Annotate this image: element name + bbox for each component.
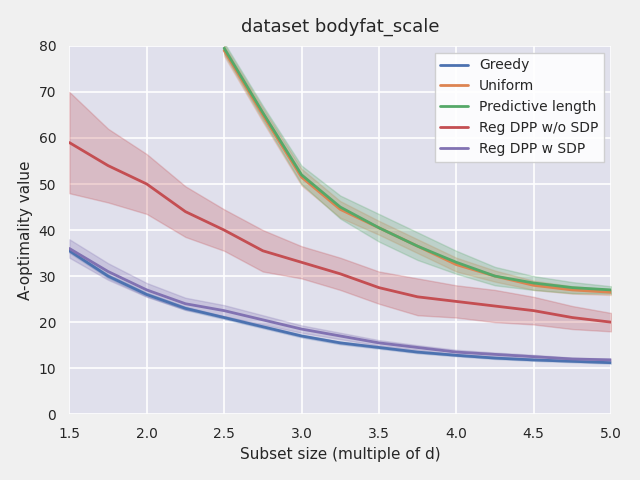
Line: Predictive length: Predictive length [224, 48, 611, 290]
Predictive length [375, 225, 383, 231]
Greedy [182, 305, 189, 311]
Reg DPP w SDP [298, 326, 305, 332]
Greedy [143, 292, 150, 298]
Greedy [568, 359, 576, 364]
Reg DPP w/o SDP [491, 303, 499, 309]
Uniform [452, 262, 460, 267]
Reg DPP w SDP [220, 308, 228, 313]
Title: dataset bodyfat_scale: dataset bodyfat_scale [241, 18, 440, 36]
Greedy [337, 340, 344, 346]
Reg DPP w/o SDP [568, 315, 576, 321]
Greedy [414, 349, 422, 355]
Greedy [530, 357, 538, 363]
Greedy [491, 355, 499, 361]
Reg DPP w/o SDP [530, 308, 538, 313]
Greedy [220, 315, 228, 321]
Reg DPP w SDP [530, 354, 538, 360]
Uniform [337, 206, 344, 212]
Reg DPP w SDP [182, 301, 189, 307]
Reg DPP w/o SDP [298, 259, 305, 265]
Line: Uniform: Uniform [224, 50, 611, 292]
Predictive length [414, 243, 422, 249]
Y-axis label: A-optimality value: A-optimality value [18, 160, 33, 300]
Reg DPP w/o SDP [375, 285, 383, 290]
Reg DPP w SDP [607, 357, 615, 363]
Reg DPP w SDP [337, 333, 344, 339]
Greedy [65, 248, 73, 253]
Uniform [259, 112, 267, 118]
Uniform [220, 48, 228, 53]
Uniform [530, 282, 538, 288]
Reg DPP w SDP [143, 287, 150, 293]
Reg DPP w SDP [414, 345, 422, 350]
Reg DPP w/o SDP [104, 163, 112, 168]
Line: Reg DPP w/o SDP: Reg DPP w/o SDP [69, 143, 611, 322]
Predictive length [530, 280, 538, 286]
Predictive length [568, 285, 576, 290]
Predictive length [491, 273, 499, 279]
Reg DPP w/o SDP [452, 299, 460, 304]
Predictive length [607, 287, 615, 293]
Legend: Greedy, Uniform, Predictive length, Reg DPP w/o SDP, Reg DPP w SDP: Greedy, Uniform, Predictive length, Reg … [435, 53, 604, 162]
Reg DPP w/o SDP [220, 227, 228, 233]
Predictive length [259, 110, 267, 116]
X-axis label: Subset size (multiple of d): Subset size (multiple of d) [240, 447, 440, 462]
Reg DPP w SDP [259, 317, 267, 323]
Uniform [414, 243, 422, 249]
Reg DPP w SDP [375, 340, 383, 346]
Greedy [607, 360, 615, 366]
Reg DPP w SDP [568, 356, 576, 362]
Predictive length [452, 259, 460, 265]
Greedy [298, 333, 305, 339]
Greedy [452, 352, 460, 358]
Uniform [568, 287, 576, 293]
Line: Reg DPP w SDP: Reg DPP w SDP [69, 249, 611, 360]
Greedy [104, 273, 112, 279]
Uniform [298, 174, 305, 180]
Predictive length [337, 204, 344, 210]
Reg DPP w SDP [452, 349, 460, 355]
Greedy [259, 324, 267, 330]
Reg DPP w/o SDP [143, 181, 150, 187]
Predictive length [220, 45, 228, 51]
Reg DPP w/o SDP [182, 209, 189, 215]
Predictive length [298, 172, 305, 178]
Reg DPP w/o SDP [259, 248, 267, 253]
Line: Greedy: Greedy [69, 251, 611, 363]
Reg DPP w/o SDP [414, 294, 422, 300]
Uniform [607, 289, 615, 295]
Reg DPP w/o SDP [337, 271, 344, 276]
Uniform [375, 225, 383, 231]
Reg DPP w/o SDP [607, 319, 615, 325]
Reg DPP w SDP [491, 351, 499, 357]
Greedy [375, 345, 383, 350]
Reg DPP w SDP [104, 269, 112, 275]
Uniform [491, 273, 499, 279]
Reg DPP w SDP [65, 246, 73, 252]
Reg DPP w/o SDP [65, 140, 73, 145]
